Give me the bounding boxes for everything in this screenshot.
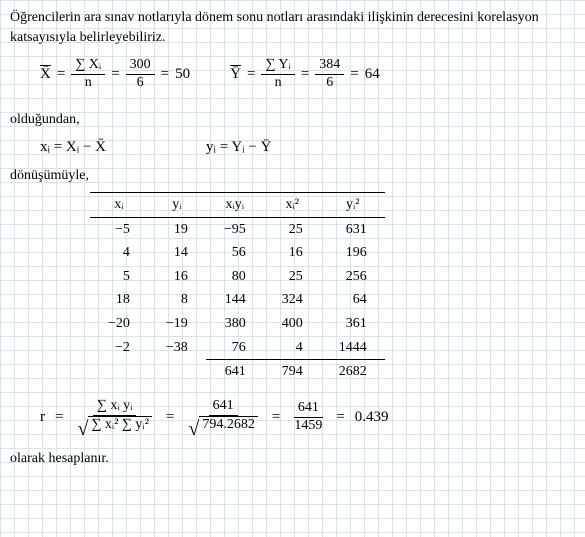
table-cell: 144 [206, 288, 264, 312]
table-cell: 8 [148, 288, 206, 312]
table-row: −519−9525631 [90, 217, 385, 241]
table-header-row: xᵢyᵢxᵢyᵢxᵢ²yᵢ² [90, 192, 385, 217]
ybar-sumval: 384 [315, 57, 344, 75]
ybar-result: 64 [365, 64, 380, 85]
table-cell: 76 [206, 336, 264, 360]
eq: = [272, 407, 280, 428]
col-header: xᵢyᵢ [206, 192, 264, 217]
table-cell: 18 [90, 288, 148, 312]
table-cell: −2 [90, 336, 148, 360]
eq: = [336, 407, 344, 428]
sum-cell: 2682 [321, 360, 385, 384]
xbar-sym: X̄ [40, 64, 51, 85]
olarak-text: olarak hesaplanır. [10, 449, 575, 469]
table-cell: 361 [321, 312, 385, 336]
table-cell: 256 [321, 265, 385, 289]
ybar-formula: Ȳ = ∑ Yᵢ n = 384 6 = 64 [230, 57, 380, 92]
table-cell: 25 [264, 217, 321, 241]
eq: = [55, 407, 63, 428]
r-sym: r [40, 407, 45, 428]
r-formula: r = ∑ xᵢ yᵢ √∑ xᵢ² ∑ yᵢ² = 641 √794.2682… [40, 398, 575, 438]
table-cell: 19 [148, 217, 206, 241]
table-cell: 25 [264, 265, 321, 289]
r-den2: 1459 [290, 418, 326, 435]
xbar-result: 50 [175, 64, 190, 85]
oldu-text: olduğundan, [10, 110, 575, 130]
col-header: yᵢ [148, 192, 206, 217]
intro-text: Öğrencilerin ara sınav notlarıyla dönem … [10, 8, 575, 47]
table-cell: 14 [148, 241, 206, 265]
col-header: xᵢ [90, 192, 148, 217]
table-cell: −5 [90, 217, 148, 241]
xbar-sumlbl: ∑ Xᵢ [71, 57, 105, 75]
table-cell: 380 [206, 312, 264, 336]
xbar-n: n [81, 75, 96, 92]
table-cell: 1444 [321, 336, 385, 360]
sum-cell [90, 360, 148, 384]
y-transform: yᵢ = Yᵢ − Ȳ [206, 137, 271, 158]
table-cell: 80 [206, 265, 264, 289]
table-row: −2−387641444 [90, 336, 385, 360]
eq: = [247, 64, 255, 85]
ybar-sym: Ȳ [230, 64, 241, 85]
mean-formulas: X̄ = ∑ Xᵢ n = 300 6 = 50 Ȳ = ∑ Yᵢ n = 38… [40, 57, 575, 92]
table-row: 18814432464 [90, 288, 385, 312]
ybar-nval: 6 [322, 75, 337, 92]
table-cell: 4 [90, 241, 148, 265]
table-cell: 324 [264, 288, 321, 312]
table-row: −20−19380400361 [90, 312, 385, 336]
x-transform: xᵢ = Xᵢ − X̄ [40, 137, 106, 158]
sum-cell: 794 [264, 360, 321, 384]
sum-cell: 641 [206, 360, 264, 384]
table-cell: 400 [264, 312, 321, 336]
r-result: 0.439 [355, 407, 389, 428]
table-cell: 56 [206, 241, 264, 265]
table-row: 5168025256 [90, 265, 385, 289]
eq: = [57, 64, 65, 85]
table-cell: −20 [90, 312, 148, 336]
table-sum-row: 6417942682 [90, 360, 385, 384]
table-cell: −38 [148, 336, 206, 360]
col-header: xᵢ² [264, 192, 321, 217]
sum-cell [148, 360, 206, 384]
eq: = [161, 64, 169, 85]
table-cell: 16 [148, 265, 206, 289]
r-denval: 794.2682 [199, 416, 258, 434]
r-numval: 641 [209, 398, 238, 416]
eq: = [301, 64, 309, 85]
data-table: xᵢyᵢxᵢyᵢxᵢ²yᵢ² −519−95256314145616196516… [90, 192, 385, 384]
eq: = [350, 64, 358, 85]
ybar-sumlbl: ∑ Yᵢ [261, 57, 294, 75]
table-cell: 4 [264, 336, 321, 360]
table-cell: 64 [321, 288, 385, 312]
ybar-n: n [271, 75, 286, 92]
table-cell: −95 [206, 217, 264, 241]
eq: = [166, 407, 174, 428]
transform-row: xᵢ = Xᵢ − X̄ yᵢ = Yᵢ − Ȳ [40, 137, 575, 158]
xbar-sumval: 300 [126, 57, 155, 75]
table-cell: 196 [321, 241, 385, 265]
table-body: −519−95256314145616196516802525618814432… [90, 217, 385, 384]
donus-text: dönüşümüyle, [10, 166, 575, 186]
col-header: yᵢ² [321, 192, 385, 217]
xbar-formula: X̄ = ∑ Xᵢ n = 300 6 = 50 [40, 57, 190, 92]
table-cell: 16 [264, 241, 321, 265]
table-cell: 631 [321, 217, 385, 241]
xbar-nval: 6 [133, 75, 148, 92]
table-row: 4145616196 [90, 241, 385, 265]
r-denlbl: ∑ xᵢ² ∑ yᵢ² [88, 416, 151, 434]
eq: = [111, 64, 119, 85]
r-numlbl: ∑ xᵢ yᵢ [93, 398, 137, 416]
table-cell: −19 [148, 312, 206, 336]
r-num2: 641 [294, 400, 323, 418]
table-cell: 5 [90, 265, 148, 289]
